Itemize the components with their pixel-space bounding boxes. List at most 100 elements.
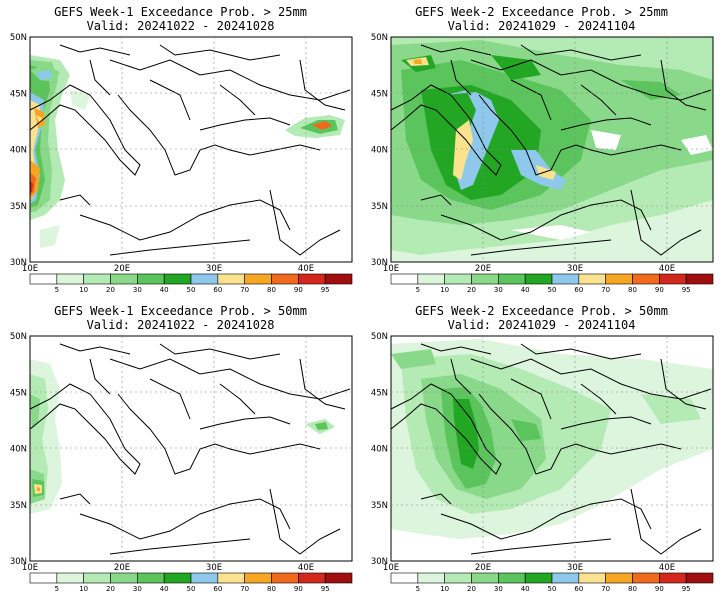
map-panel-week1-50mm: GEFS Week-1 Exceedance Prob. > 50mm Vali… [0,299,361,598]
colorbar-swatch [244,273,272,285]
lat-tick-label: 35N [10,202,27,212]
colorbar-swatch [632,572,660,584]
colorbar-level-label: 95 [321,585,330,593]
colorbar-swatch [298,572,326,584]
colorbar: 5 10 20 30 40 50 60 70 80 90 95 [390,273,714,294]
lat-tick-label: 30N [10,557,27,567]
colorbar-level-label: 10 [79,286,88,294]
colorbar-swatch [444,273,472,285]
map-panel-week2-25mm: GEFS Week-2 Exceedance Prob. > 25mm Vali… [361,0,722,299]
coastlines [390,343,712,555]
colorbar-level-label: 5 [55,286,59,294]
colorbar-level-label: 95 [682,585,691,593]
lon-tick-label: 30E [567,264,583,274]
colorbar-swatch [56,572,84,584]
colorbar-level-label: 30 [133,286,142,294]
colorbar-level-label: 40 [521,585,530,593]
colorbar-level-label: 60 [213,286,222,294]
colorbar-swatch [190,572,219,584]
colorbar-swatch [271,572,299,584]
colorbar-swatch [685,572,714,584]
panel-valid-dates: Valid: 20241029 - 20241104 [447,318,636,332]
lon-tick-label: 20E [114,264,130,274]
colorbar-swatch [551,572,580,584]
coastlines [29,343,351,555]
lon-tick-label: 20E [475,563,491,573]
colorbar-swatch [110,273,138,285]
colorbar-swatch [83,572,111,584]
colorbar-swatch [298,273,326,285]
map-frame [390,335,714,562]
panel-title: GEFS Week-2 Exceedance Prob. > 50mm [415,304,668,318]
colorbar-swatch [137,273,165,285]
lat-tick-label: 30N [371,258,388,268]
colorbar-level-label: 80 [267,286,276,294]
lat-tick-label: 40N [371,445,388,455]
lon-tick-label: 30E [206,563,222,573]
colorbar-level-label: 30 [133,585,142,593]
colorbar-level-label: 95 [682,286,691,294]
colorbar-swatch [524,273,553,285]
probability-field [30,55,345,248]
lat-tick-label: 35N [10,501,27,511]
probability-field [391,339,713,539]
colorbar-swatch [417,572,445,584]
colorbar-swatch [217,572,245,584]
lat-tick-label: 35N [371,501,388,511]
lon-tick-label: 40E [659,264,675,274]
lon-tick-label: 10E [22,563,38,573]
map-frame [29,36,353,263]
map-frame [29,335,353,562]
colorbar-swatch [390,572,419,584]
colorbar-level-label: 10 [79,585,88,593]
lon-tick-label: 40E [298,563,314,573]
lat-tick-label: 40N [10,146,27,156]
lon-tick-label: 30E [567,563,583,573]
colorbar-level-label: 30 [494,585,503,593]
colorbar-swatch [390,273,419,285]
colorbar-level-label: 5 [416,585,420,593]
map-panel-week2-50mm: GEFS Week-2 Exceedance Prob. > 50mm Vali… [361,299,722,598]
panel-valid-dates: Valid: 20241022 - 20241028 [86,19,275,33]
panel-valid-dates: Valid: 20241029 - 20241104 [447,19,636,33]
lon-tick-label: 20E [475,264,491,274]
colorbar-level-label: 60 [574,286,583,294]
lat-tick-label: 50N [371,33,388,43]
colorbar-swatch [271,273,299,285]
colorbar-swatch [163,572,192,584]
map-panel-week1-25mm: GEFS Week-1 Exceedance Prob. > 25mm Vali… [0,0,361,299]
colorbar-swatch [29,273,58,285]
colorbar-level-label: 5 [416,286,420,294]
coastlines [390,44,712,256]
lon-tick-label: 40E [298,264,314,274]
lon-tick-label: 40E [659,563,675,573]
lat-tick-label: 30N [371,557,388,567]
colorbar-level-label: 70 [601,286,610,294]
colorbar-swatch [605,572,633,584]
colorbar-level-label: 80 [628,286,637,294]
lat-tick-label: 40N [10,445,27,455]
probability-field [30,359,335,514]
colorbar-level-label: 50 [187,585,196,593]
colorbar-level-label: 90 [655,286,664,294]
colorbar-level-label: 90 [294,286,303,294]
map-frame [390,36,714,263]
lat-tick-label: 35N [371,202,388,212]
lon-tick-label: 10E [383,563,399,573]
panel-valid-dates: Valid: 20241022 - 20241028 [86,318,275,332]
colorbar-swatch [632,273,660,285]
lat-tick-label: 45N [371,388,388,398]
colorbar-level-label: 5 [55,585,59,593]
panel-title: GEFS Week-1 Exceedance Prob. > 25mm [54,5,307,19]
colorbar-level-label: 80 [267,585,276,593]
colorbar-level-label: 20 [106,585,115,593]
colorbar-swatch [524,572,553,584]
colorbar-level-label: 20 [106,286,115,294]
colorbar-swatch [605,273,633,285]
colorbar-swatch [217,273,245,285]
colorbar-swatch [29,572,58,584]
colorbar-swatch [498,572,526,584]
